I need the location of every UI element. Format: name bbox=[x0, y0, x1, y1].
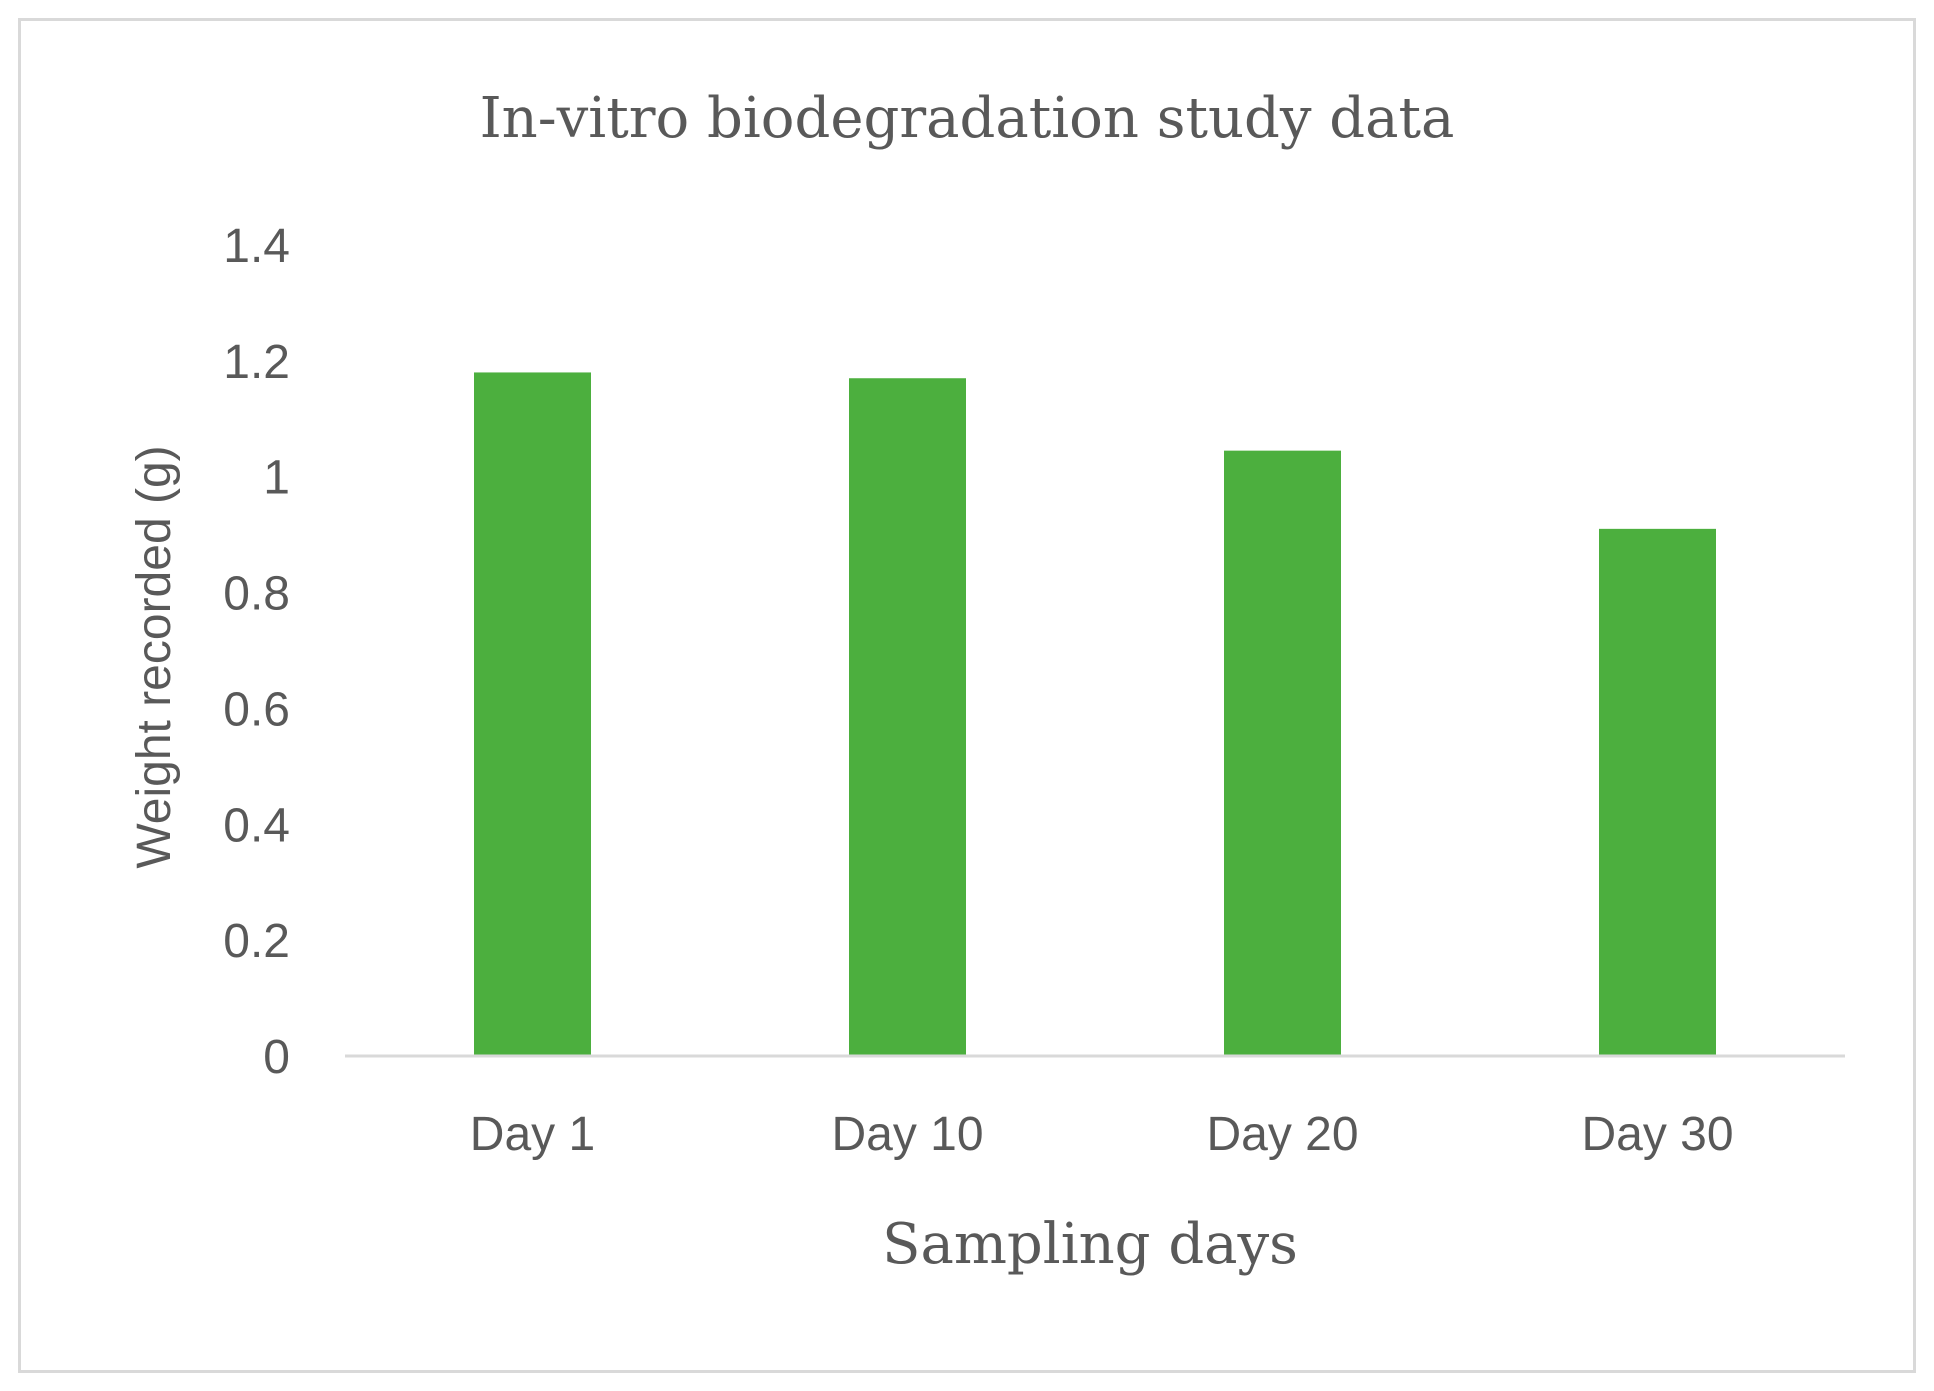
y-axis-ticks: 0 0.2 0.4 0.6 0.8 1 1.2 1.4 bbox=[223, 220, 290, 1084]
y-tick-label: 0.4 bbox=[223, 799, 290, 852]
bar-day-20 bbox=[1224, 450, 1341, 1056]
x-tick-label: Day 10 bbox=[831, 1108, 983, 1161]
bar-day-1 bbox=[474, 372, 591, 1056]
bar-day-10 bbox=[849, 378, 966, 1056]
y-tick-label: 0.2 bbox=[223, 915, 290, 968]
y-tick-label: 1.2 bbox=[223, 336, 290, 389]
x-axis-ticks: Day 1 Day 10 Day 20 Day 30 bbox=[470, 1108, 1734, 1161]
x-axis-label: Sampling days bbox=[882, 1212, 1298, 1277]
x-tick-label: Day 20 bbox=[1206, 1108, 1358, 1161]
x-tick-label: Day 1 bbox=[470, 1108, 595, 1161]
bars bbox=[474, 372, 1716, 1056]
y-tick-label: 0.6 bbox=[223, 683, 290, 736]
y-axis-label: Weight recorded (g) bbox=[128, 445, 181, 868]
y-tick-label: 1 bbox=[263, 452, 290, 505]
bar-day-30 bbox=[1599, 528, 1716, 1056]
x-tick-label: Day 30 bbox=[1581, 1108, 1733, 1161]
chart-title: In-vitro biodegradation study data bbox=[480, 86, 1455, 151]
y-tick-label: 1.4 bbox=[223, 220, 290, 273]
y-tick-label: 0 bbox=[263, 1031, 290, 1084]
y-tick-label: 0.8 bbox=[223, 568, 290, 621]
